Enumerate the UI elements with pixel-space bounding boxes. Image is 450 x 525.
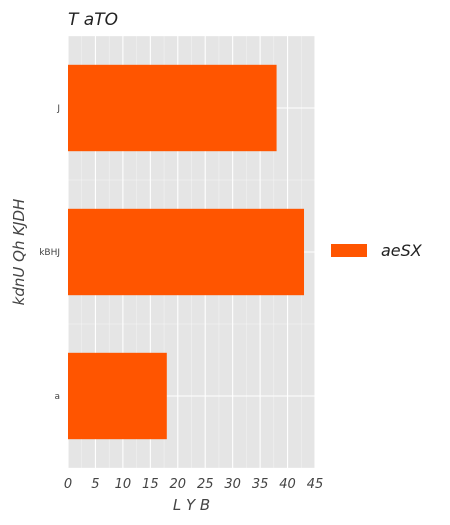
bar-j [68,64,277,152]
y-axis-label: kdnU Qh KJDH [10,199,28,306]
x-tick-label: 30 [224,477,241,492]
x-tick-label: 15 [142,477,159,492]
x-tick-label: 40 [279,477,296,492]
x-tick-label: 35 [252,477,269,492]
legend-label: aeSX [381,241,423,260]
y-tick-labels: a kBHJ J [39,104,60,402]
y-tick-label: kBHJ [39,248,60,258]
y-tick-label: a [54,392,60,402]
bars [68,64,305,440]
x-tick-label: 45 [307,477,324,492]
bar-kbhj [68,208,305,296]
x-tick-label: 25 [197,477,214,492]
chart-title: T aTO [68,10,118,30]
legend-swatch [331,244,367,257]
x-axis-label: L Y B [173,496,210,514]
legend: aeSX [331,241,423,260]
x-tick-label: 0 [64,477,72,492]
x-tick-label: 10 [115,477,132,492]
bar-a [68,352,167,440]
x-tick-labels: 0 5 10 15 20 25 30 35 40 45 [64,477,323,492]
y-tick-label: J [56,104,60,114]
x-tick-label: 20 [170,477,187,492]
x-tick-label: 5 [91,477,99,492]
